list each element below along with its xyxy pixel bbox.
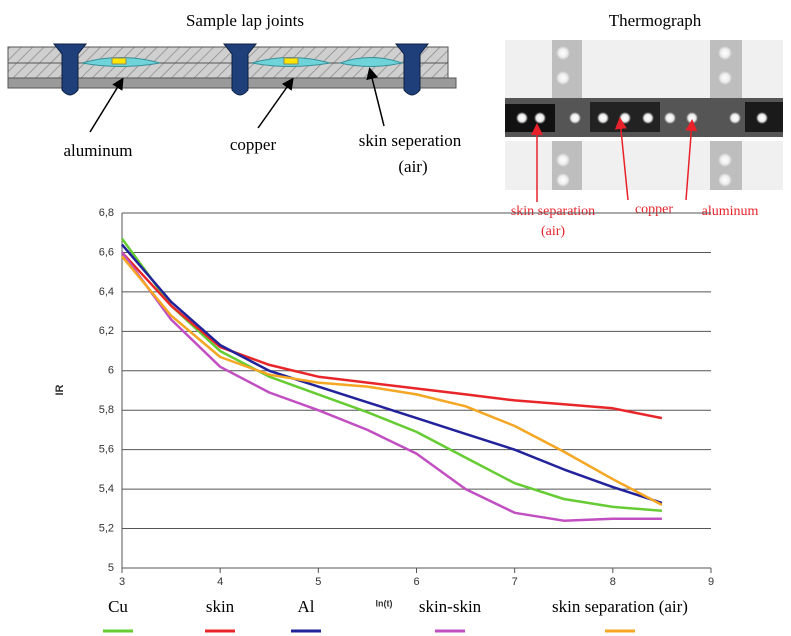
hot-spot (556, 46, 570, 60)
arrow (685, 119, 698, 201)
y-axis-label: IR (54, 384, 66, 395)
hot-spot (718, 71, 732, 85)
x-tick-label: 5 (315, 576, 321, 588)
hot-spot (534, 112, 546, 124)
x-tick-label: 4 (217, 576, 223, 588)
arrow (366, 67, 385, 127)
legend-label: Al (298, 597, 315, 616)
hot-spot (556, 173, 570, 187)
hot-spot (516, 112, 528, 124)
x-axis-label: ln(t) (376, 598, 393, 608)
x-tick-label: 9 (708, 576, 714, 588)
y-tick-label: 6,8 (99, 207, 114, 219)
label: aluminum (64, 141, 133, 160)
hot-spot (556, 153, 570, 167)
x-tick-label: 3 (119, 576, 125, 588)
y-tick-label: 6,4 (99, 286, 114, 298)
copper-insert (283, 57, 299, 65)
series-line (121, 255, 663, 507)
arrow (614, 117, 629, 201)
hot-spot (718, 173, 732, 187)
copper-insert (111, 57, 127, 65)
gap (338, 57, 404, 67)
hot-spot (756, 112, 768, 124)
arrow (89, 77, 124, 133)
hot-spot (718, 46, 732, 60)
thermograph: Thermograph skin separation (air) copper… (505, 11, 783, 239)
rivet (52, 43, 88, 96)
series-line (121, 243, 663, 505)
label: copper (635, 202, 673, 217)
series-line (120, 251, 662, 522)
hot-spot (718, 153, 732, 167)
rivet (222, 43, 258, 96)
x-tick-label: 7 (512, 576, 518, 588)
hot-spot (569, 112, 581, 124)
hot-spot (642, 112, 654, 124)
legend-label: skin (206, 597, 235, 616)
y-tick-label: 6 (108, 365, 114, 377)
lap-joint-diagram: Sample lap joints aluminum copper skin s… (7, 11, 462, 176)
rivet (394, 43, 430, 96)
legend-label: skin separation (air) (552, 597, 688, 616)
legend-label: Cu (108, 597, 128, 616)
y-tick-label: 5,2 (99, 522, 114, 534)
label: (air) (398, 157, 427, 176)
y-tick-label: 6,6 (99, 246, 114, 258)
label: skin seperation (359, 131, 462, 150)
label: copper (230, 135, 277, 154)
hot-spot (729, 112, 741, 124)
hot-spot (556, 71, 570, 85)
hot-spot (597, 112, 609, 124)
y-tick-label: 5,6 (99, 444, 114, 456)
y-tick-label: 5,4 (99, 483, 114, 495)
x-tick-label: 6 (413, 576, 419, 588)
hot-spot (664, 112, 676, 124)
thermal-band (505, 104, 555, 132)
y-tick-label: 5,8 (99, 404, 114, 416)
line-chart: IR ln(t) 5 5,2 5,4 5,6 5,8 6 6,2 6,4 6,6 6,8 3 4 5 6 7… (54, 207, 714, 633)
diagram-title: Sample lap joints (186, 11, 304, 30)
series-line (120, 237, 662, 513)
label: (air) (541, 224, 565, 239)
thermal-line (505, 137, 783, 141)
y-tick-label: 6,2 (99, 325, 114, 337)
thermograph-title: Thermograph (609, 11, 702, 30)
series-line (121, 251, 663, 420)
legend-label: skin-skin (419, 597, 482, 616)
label: skin separation (511, 204, 595, 219)
label: aluminum (702, 204, 759, 219)
y-tick-label: 5 (108, 562, 114, 574)
x-tick-label: 8 (610, 576, 616, 588)
arrow (257, 77, 294, 129)
